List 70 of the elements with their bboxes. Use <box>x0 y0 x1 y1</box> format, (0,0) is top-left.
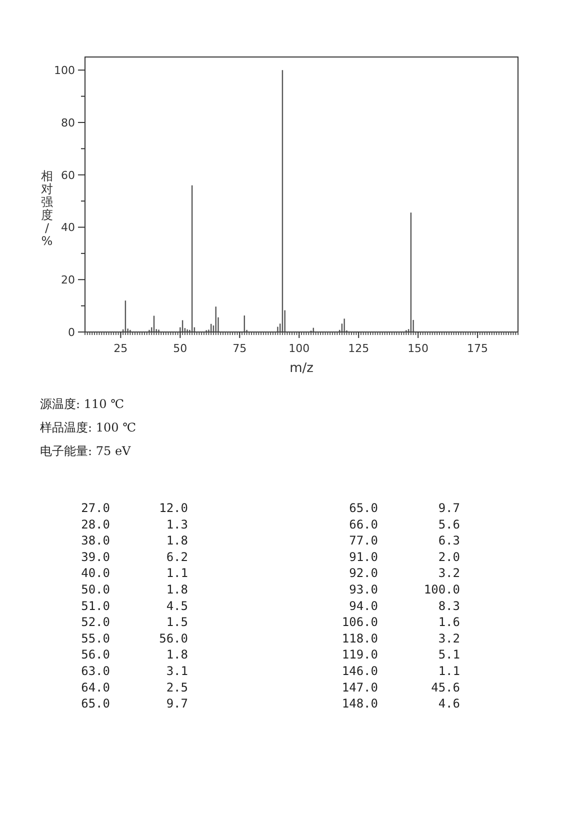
text: 3.2 <box>438 566 460 580</box>
category-label: 118.0 <box>342 631 378 646</box>
category-label: 64.0 <box>81 680 110 694</box>
text: 45.6 <box>431 680 460 694</box>
text: 4.5 <box>166 598 188 613</box>
text: 9.7 <box>166 696 188 711</box>
text: 1.1 <box>166 566 188 580</box>
text: 8.3 <box>438 598 460 613</box>
y-axis-title: 相对强度/% <box>41 169 53 248</box>
y-tick-label: 20 <box>61 274 75 287</box>
category-label: 38.0 <box>81 534 110 548</box>
text: 3.1 <box>166 664 188 678</box>
text: 1.8 <box>166 648 188 662</box>
text: 2.5 <box>166 680 188 694</box>
category-label: 27.0 <box>81 501 110 515</box>
category-label: 65.0 <box>349 501 378 515</box>
text: 1.5 <box>166 615 188 630</box>
text: 源温度: 110 ℃ <box>40 397 124 411</box>
category-label: 65.0 <box>81 696 110 711</box>
text: 100.0 <box>424 582 460 596</box>
text: 1.8 <box>166 534 188 548</box>
x-tick-label: 25 <box>114 342 128 355</box>
text: 1.3 <box>166 517 188 532</box>
text: 3.2 <box>438 631 460 646</box>
text: 1.6 <box>438 615 460 630</box>
y-tick-label: 60 <box>61 168 75 182</box>
category-label: 92.0 <box>349 566 378 580</box>
text: 2.0 <box>438 550 460 564</box>
x-tick-label: 150 <box>408 342 429 355</box>
x-tick-label: 50 <box>173 342 188 355</box>
category-label: 55.0 <box>81 631 110 646</box>
text: 9.7 <box>438 501 460 515</box>
category-label: 63.0 <box>81 664 110 678</box>
y-tick-label: 40 <box>61 221 75 234</box>
category-label: 93.0 <box>349 582 378 596</box>
text: 1.8 <box>166 582 188 596</box>
x-tick-label: 175 <box>467 342 488 355</box>
text: 样品温度: 100 ℃ <box>40 420 136 434</box>
x-tick-label: 75 <box>232 342 247 355</box>
category-label: 148.0 <box>342 696 378 711</box>
x-tick-label: 125 <box>348 342 370 355</box>
text: 12.0 <box>159 501 188 515</box>
text: 5.6 <box>438 517 460 532</box>
text: 6.3 <box>438 534 460 548</box>
text: 电子能量: 75 eV <box>40 444 132 458</box>
text: 6.2 <box>166 550 188 564</box>
category-label: 91.0 <box>349 550 378 564</box>
category-label: 94.0 <box>349 598 378 613</box>
y-tick-label: 0 <box>68 326 75 339</box>
category-label: 66.0 <box>349 517 378 532</box>
category-label: 40.0 <box>81 566 110 580</box>
category-label: 56.0 <box>81 648 110 662</box>
text: 1.1 <box>438 664 460 678</box>
text: 4.6 <box>438 696 460 711</box>
category-label: 147.0 <box>342 680 378 694</box>
category-label: 28.0 <box>81 517 110 532</box>
category-label: 51.0 <box>81 598 110 613</box>
text: 5.1 <box>438 648 460 662</box>
y-tick-label: 100 <box>54 64 75 78</box>
y-tick-label: 80 <box>61 116 75 130</box>
category-label: 52.0 <box>81 615 110 630</box>
x-tick-label: 100 <box>288 342 310 355</box>
category-label: 119.0 <box>342 648 378 662</box>
x-axis-title: m/z <box>290 361 314 376</box>
category-label: 146.0 <box>342 664 378 678</box>
category-label: 39.0 <box>81 550 110 564</box>
category-label: 106.0 <box>342 615 378 630</box>
category-label: 50.0 <box>81 582 110 596</box>
category-label: 77.0 <box>349 534 378 548</box>
category-label: 56.0 <box>159 631 188 646</box>
